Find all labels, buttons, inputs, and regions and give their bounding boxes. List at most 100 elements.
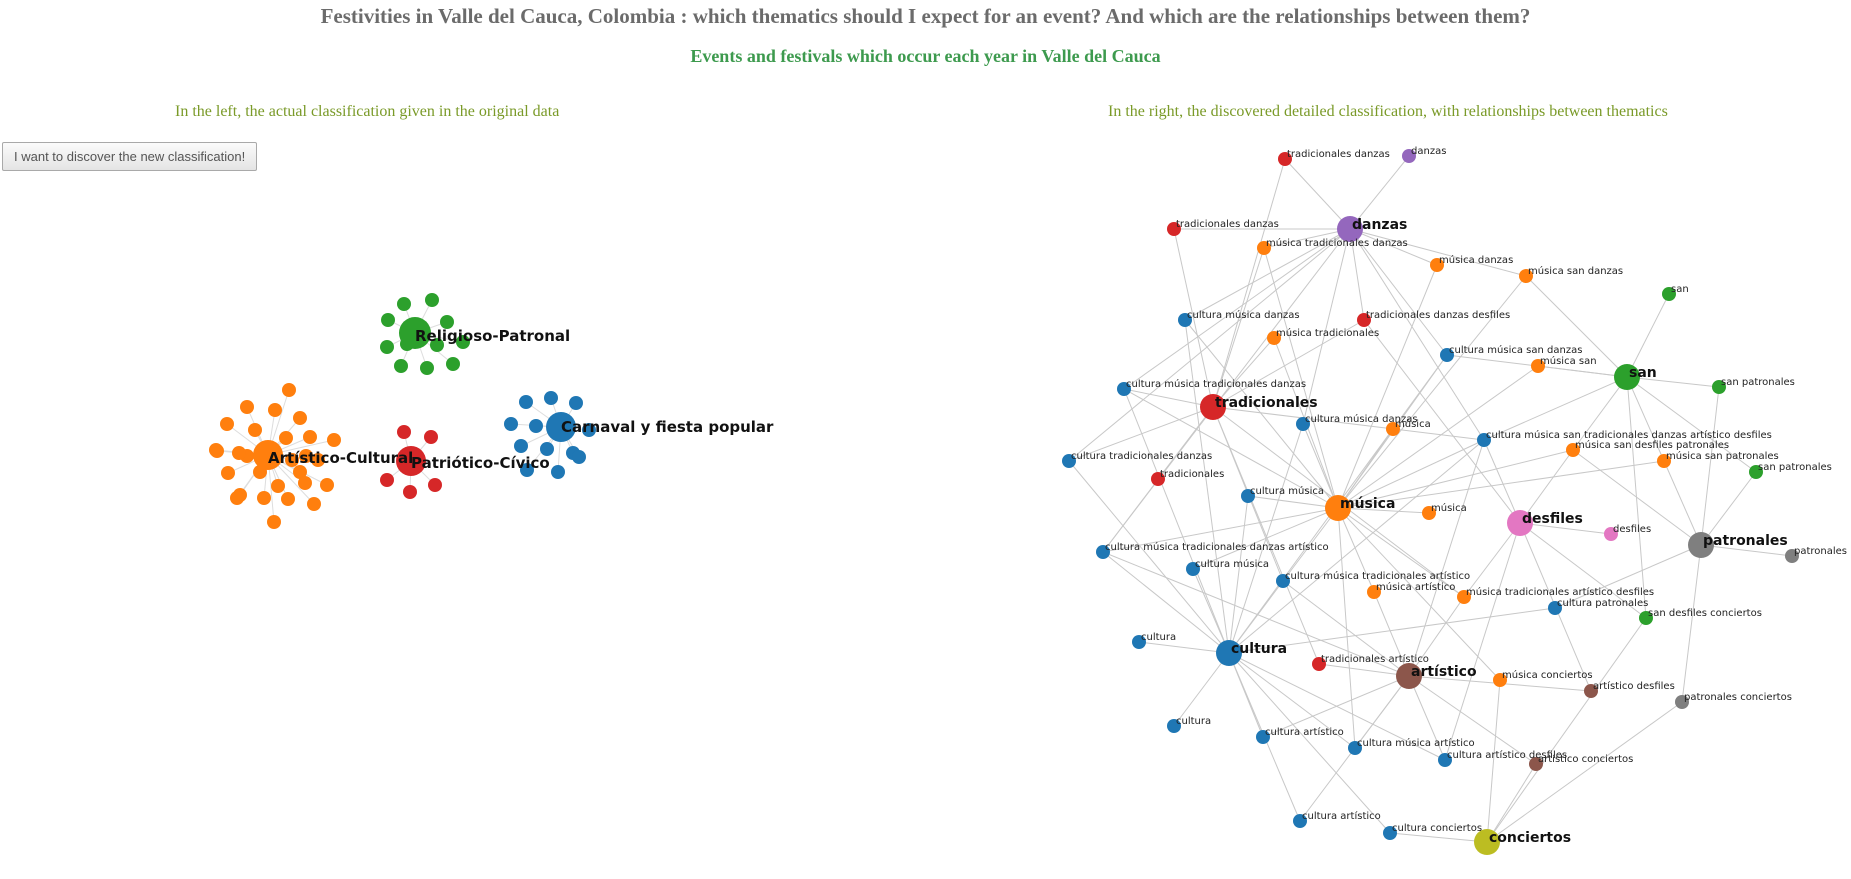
theme-node-cultura-artistico[interactable] xyxy=(1256,730,1270,744)
theme-node-cultura-musica-artistico[interactable] xyxy=(1348,741,1362,755)
discover-classification-button[interactable]: I want to discover the new classificatio… xyxy=(2,142,258,171)
theme-node-musica-artistico[interactable] xyxy=(1367,585,1381,599)
theme-node-cultura-patronales[interactable] xyxy=(1548,601,1562,615)
theme-node-cultura[interactable] xyxy=(1167,719,1181,733)
hub-node-musica[interactable] xyxy=(1325,495,1351,521)
left-member-node[interactable] xyxy=(279,431,293,445)
left-member-node[interactable] xyxy=(572,450,586,464)
theme-node-musica-san-desfiles-patronales[interactable] xyxy=(1566,443,1580,457)
theme-node-cultura-artistico-desfiles[interactable] xyxy=(1438,753,1452,767)
left-group-node-artistico-cultural[interactable] xyxy=(253,440,283,470)
left-member-node[interactable] xyxy=(446,357,460,371)
hub-node-tradicionales[interactable] xyxy=(1200,394,1226,420)
left-member-node[interactable] xyxy=(380,340,394,354)
left-member-node[interactable] xyxy=(240,400,254,414)
theme-node-san-desfiles-conciertos[interactable] xyxy=(1639,611,1653,625)
theme-node-cultura-musica-tradicionales-danzas-artistico[interactable] xyxy=(1096,545,1110,559)
left-member-node[interactable] xyxy=(504,417,518,431)
left-member-node[interactable] xyxy=(428,478,442,492)
left-member-node[interactable] xyxy=(403,485,417,499)
left-member-node[interactable] xyxy=(285,453,299,467)
left-member-node[interactable] xyxy=(514,439,528,453)
left-member-node[interactable] xyxy=(456,335,470,349)
theme-node-musica-conciertos[interactable] xyxy=(1493,673,1507,687)
theme-node-musica-san[interactable] xyxy=(1531,359,1545,373)
left-group-node-religioso-patronal[interactable] xyxy=(399,317,431,349)
theme-node-musica[interactable] xyxy=(1422,506,1436,520)
theme-node-cultura-musica-tradicionales-danzas[interactable] xyxy=(1117,382,1131,396)
left-member-node[interactable] xyxy=(544,391,558,405)
hub-node-danzas[interactable] xyxy=(1337,216,1363,242)
theme-node-artistico-conciertos[interactable] xyxy=(1529,757,1543,771)
left-member-node[interactable] xyxy=(271,479,285,493)
left-member-node[interactable] xyxy=(293,465,307,479)
theme-node-san-patronales[interactable] xyxy=(1749,465,1763,479)
left-member-node[interactable] xyxy=(298,476,312,490)
left-member-node[interactable] xyxy=(397,297,411,311)
theme-node-musica-san-patronales[interactable] xyxy=(1657,454,1671,468)
theme-node-tradicionales-danzas[interactable] xyxy=(1278,152,1292,166)
theme-node-cultura-artistico[interactable] xyxy=(1293,814,1307,828)
theme-node-cultura-conciertos[interactable] xyxy=(1383,826,1397,840)
left-member-node[interactable] xyxy=(394,359,408,373)
left-member-node[interactable] xyxy=(311,453,325,467)
left-member-node[interactable] xyxy=(551,465,565,479)
theme-node-cultura-musica-danzas[interactable] xyxy=(1178,313,1192,327)
theme-node-musica-tradicionales-artistico-desfiles[interactable] xyxy=(1457,590,1471,604)
left-member-node[interactable] xyxy=(582,423,596,437)
left-member-node[interactable] xyxy=(519,395,533,409)
left-member-node[interactable] xyxy=(380,473,394,487)
left-member-node[interactable] xyxy=(230,491,244,505)
hub-node-conciertos[interactable] xyxy=(1474,829,1500,855)
theme-node-cultura-tradicionales-danzas[interactable] xyxy=(1062,454,1076,468)
theme-node-tradicionales-danzas[interactable] xyxy=(1167,222,1181,236)
hub-node-san[interactable] xyxy=(1614,364,1640,390)
left-member-node[interactable] xyxy=(209,443,223,457)
left-member-node[interactable] xyxy=(430,338,444,352)
theme-node-artistico-desfiles[interactable] xyxy=(1584,684,1598,698)
theme-node-musica[interactable] xyxy=(1386,422,1400,436)
theme-node-musica-san-danzas[interactable] xyxy=(1519,269,1533,283)
theme-node-musica-tradicionales-danzas[interactable] xyxy=(1257,241,1271,255)
left-member-node[interactable] xyxy=(540,442,554,456)
theme-node-cultura-musica-san-danzas[interactable] xyxy=(1440,348,1454,362)
hub-node-artistico[interactable] xyxy=(1396,663,1422,689)
left-member-node[interactable] xyxy=(232,446,246,460)
left-member-node[interactable] xyxy=(381,313,395,327)
theme-node-danzas[interactable] xyxy=(1402,149,1416,163)
left-member-node[interactable] xyxy=(293,411,307,425)
theme-node-cultura-musica-san-tradicionales-danzas-artistico-desfiles[interactable] xyxy=(1477,433,1491,447)
theme-node-cultura-musica-tradicionales-artistico[interactable] xyxy=(1276,574,1290,588)
left-member-node[interactable] xyxy=(257,491,271,505)
left-member-node[interactable] xyxy=(397,425,411,439)
left-member-node[interactable] xyxy=(425,293,439,307)
hub-node-desfiles[interactable] xyxy=(1507,510,1533,536)
theme-node-desfiles[interactable] xyxy=(1604,527,1618,541)
left-member-node[interactable] xyxy=(320,478,334,492)
theme-node-patronales-conciertos[interactable] xyxy=(1675,695,1689,709)
left-group-node-carnaval-y-fiesta-popular[interactable] xyxy=(546,412,576,442)
left-member-node[interactable] xyxy=(221,466,235,480)
left-member-node[interactable] xyxy=(327,433,341,447)
left-member-node[interactable] xyxy=(220,417,234,431)
theme-node-cultura-musica[interactable] xyxy=(1186,562,1200,576)
theme-node-cultura-musica-danzas[interactable] xyxy=(1296,417,1310,431)
theme-node-tradicionales-danzas-desfiles[interactable] xyxy=(1357,313,1371,327)
theme-node-tradicionales-artistico[interactable] xyxy=(1312,657,1326,671)
hub-node-cultura[interactable] xyxy=(1216,640,1242,666)
left-member-node[interactable] xyxy=(281,492,295,506)
theme-node-patronales[interactable] xyxy=(1785,549,1799,563)
left-member-node[interactable] xyxy=(520,463,534,477)
theme-node-cultura[interactable] xyxy=(1132,635,1146,649)
hub-node-patronales[interactable] xyxy=(1688,532,1714,558)
theme-node-musica-tradicionales[interactable] xyxy=(1267,331,1281,345)
left-member-node[interactable] xyxy=(569,396,583,410)
left-member-node[interactable] xyxy=(440,315,454,329)
theme-node-san-patronales[interactable] xyxy=(1712,380,1726,394)
left-member-node[interactable] xyxy=(303,430,317,444)
theme-node-musica-danzas[interactable] xyxy=(1430,258,1444,272)
left-member-node[interactable] xyxy=(268,403,282,417)
left-group-node-patriotico-civico[interactable] xyxy=(396,446,426,476)
left-member-node[interactable] xyxy=(529,419,543,433)
left-member-node[interactable] xyxy=(307,497,321,511)
